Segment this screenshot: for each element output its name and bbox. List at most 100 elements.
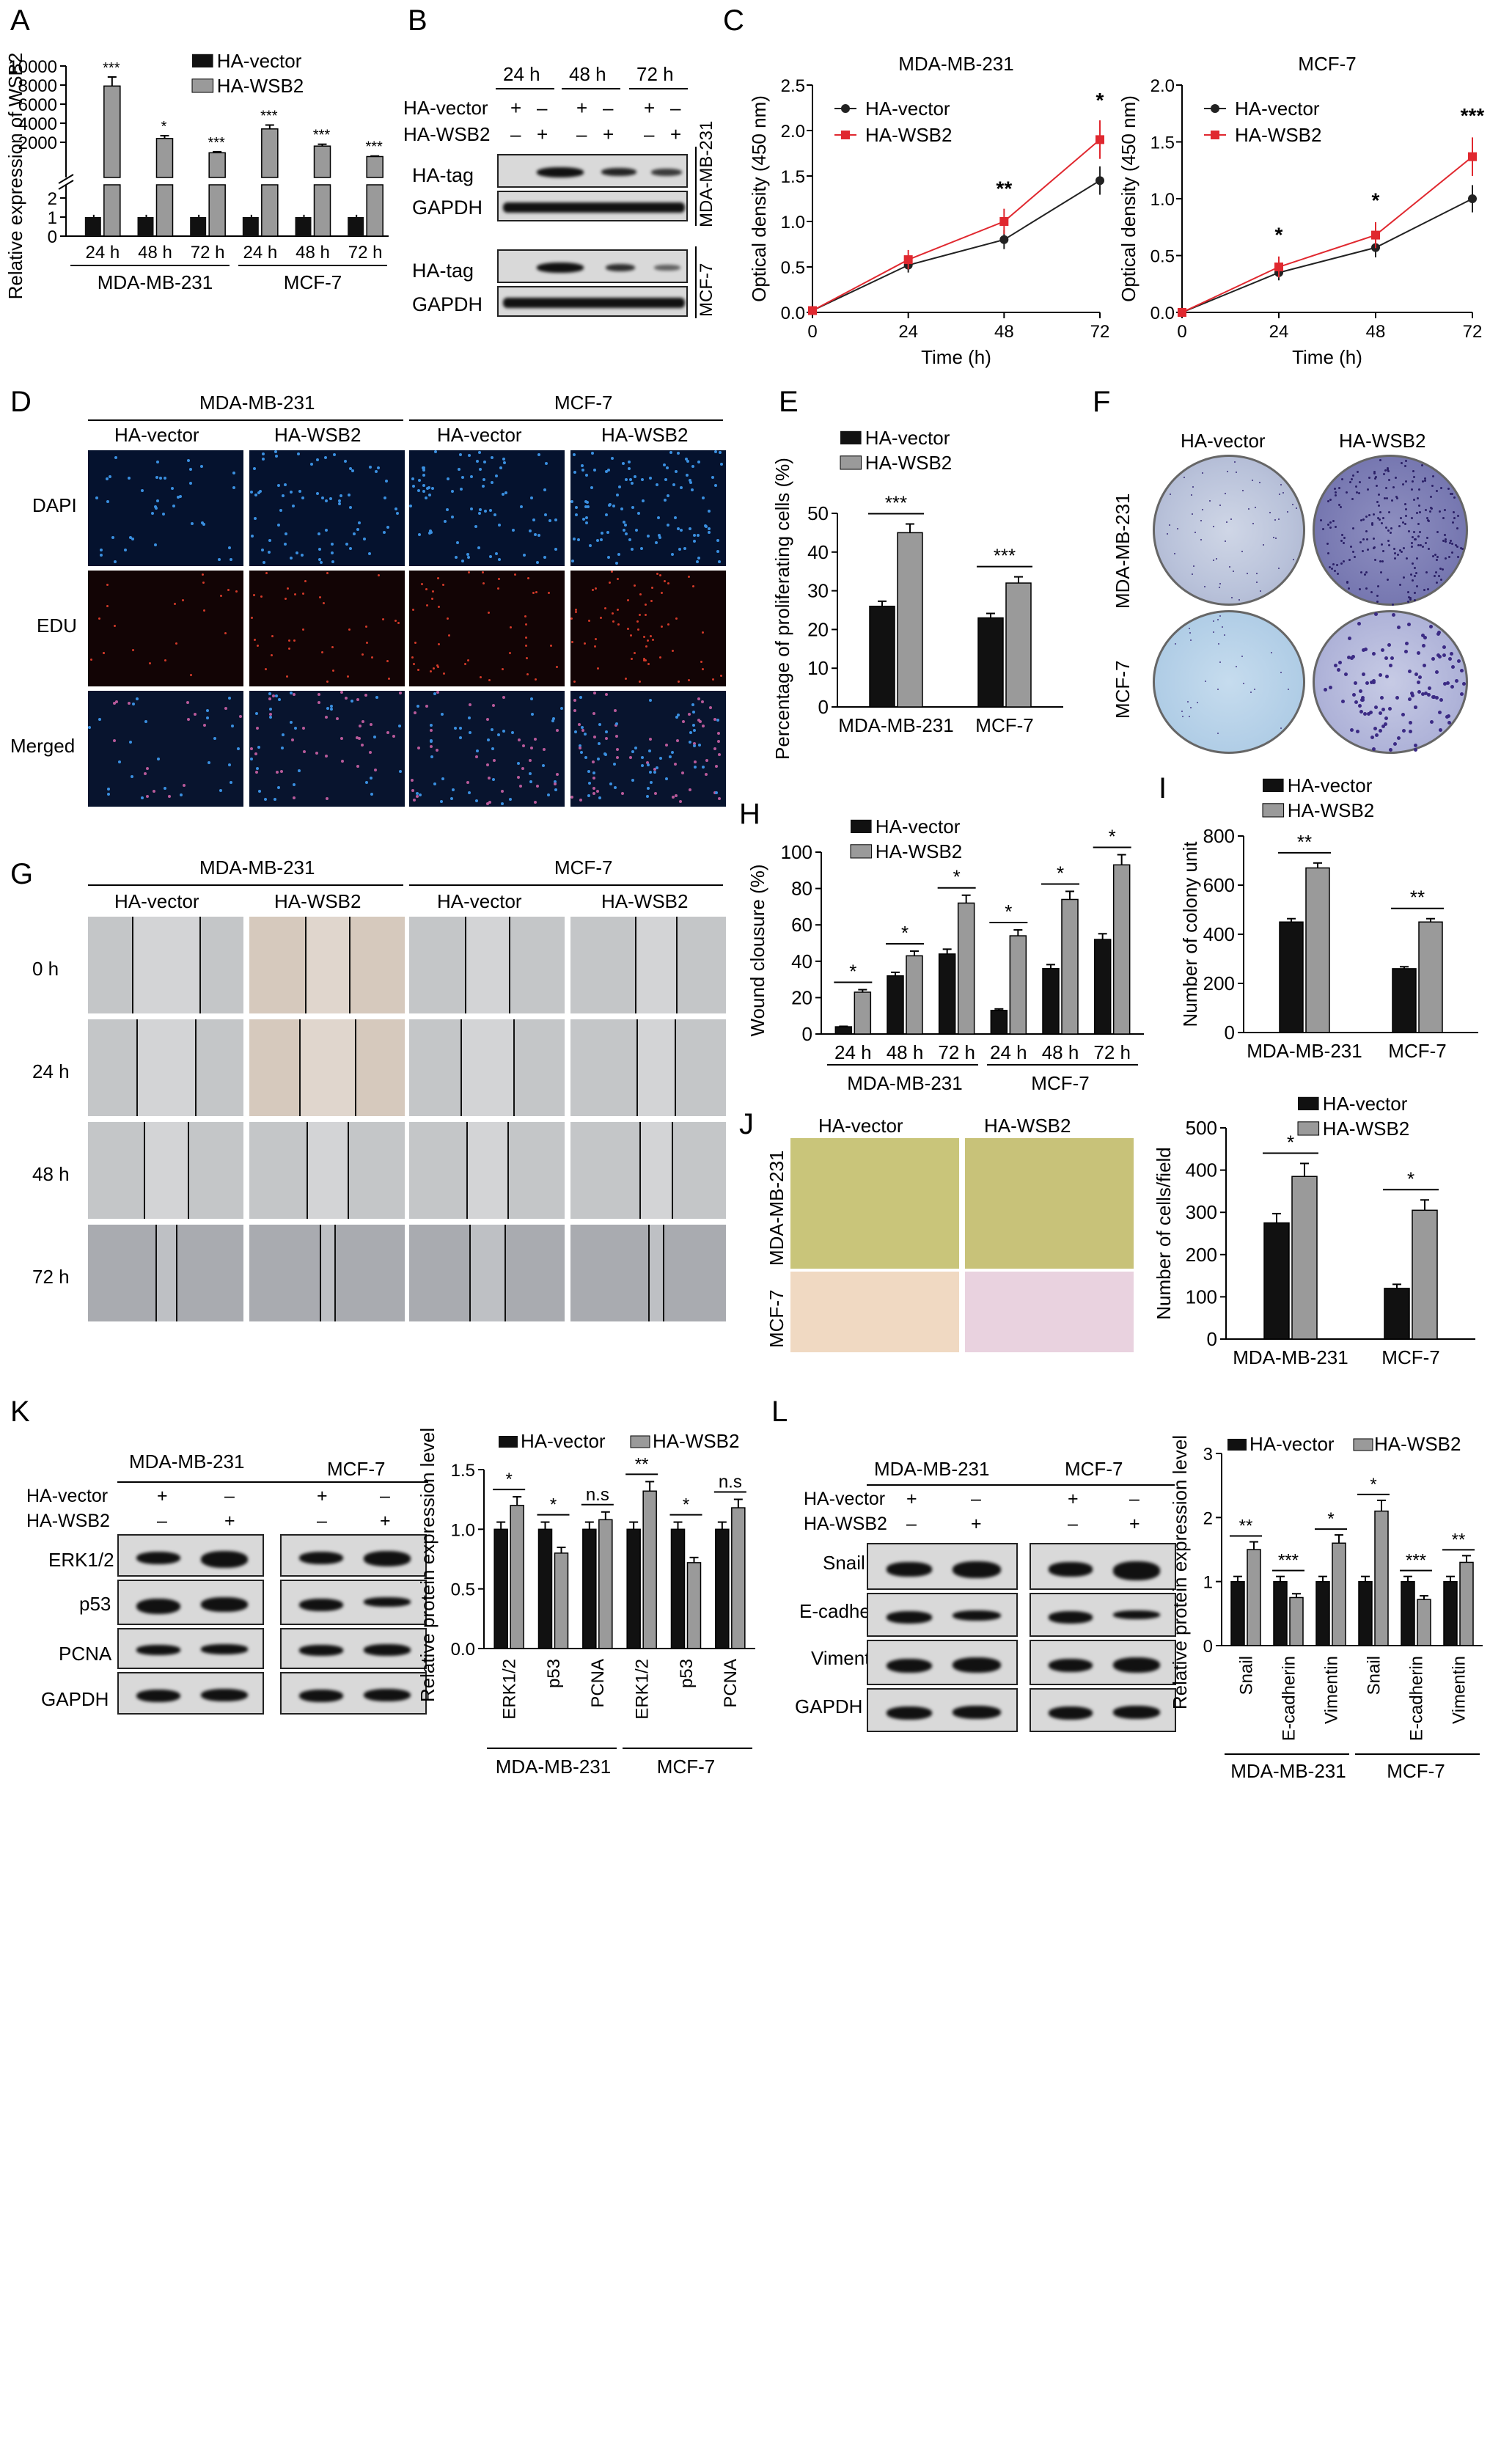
significance-star: **	[635, 1454, 649, 1474]
point-wsb2	[1274, 263, 1283, 271]
bar-vector	[1042, 967, 1060, 1035]
y-tick-label: 0	[802, 1023, 812, 1045]
series-line-vector	[1181, 198, 1473, 313]
legend-swatch-wsb2	[191, 78, 214, 93]
j-col-wsb2: HA-WSB2	[984, 1115, 1071, 1137]
y-tick-label: 100	[1186, 1286, 1217, 1308]
k-blot-erk: ERK1/2	[48, 1549, 114, 1571]
legend-marker-vector	[841, 104, 850, 113]
x-tick-label: 72 h	[1093, 1041, 1131, 1063]
b-sign-vector: –	[603, 97, 614, 119]
g-col-vector-2: HA-vector	[437, 890, 522, 912]
y-tick-label: 0	[818, 696, 829, 718]
bar-vector	[1392, 968, 1417, 1033]
bar-wsb2-upper	[366, 155, 383, 178]
j-row-mda: MDA-MB-231	[766, 1150, 788, 1266]
panel-letter-c: C	[723, 4, 744, 37]
legend-swatch-vector	[499, 1436, 518, 1448]
y-tick-label: 2.5	[781, 76, 805, 96]
point-vector	[1468, 194, 1477, 203]
panel-d-edu: MDA-MB-231 MCF-7 HA-vector HA-WSB2 HA-ve…	[0, 381, 777, 814]
point-vector	[999, 235, 1009, 244]
bar-vector	[887, 975, 904, 1035]
b-side-rule-mda	[695, 147, 697, 226]
y-tick-label: 200	[1203, 972, 1235, 994]
j-img-mcf-wsb2	[965, 1272, 1134, 1352]
panel-b-western: 24 h 48 h 72 h HA-vector HA-WSB2 + – + – + – –…	[396, 44, 719, 323]
k-blot-p53: p53	[79, 1593, 111, 1615]
k-blot-mda-pcna	[117, 1628, 264, 1669]
legend-label-wsb2: HA-WSB2	[876, 840, 962, 862]
x-tick-label: PCNA	[588, 1659, 608, 1708]
b-blot-label-hatag-1: HA-tag	[412, 164, 474, 186]
b-blot-label-hatag-2: HA-tag	[412, 260, 474, 282]
significance-star: n.s	[719, 1473, 742, 1492]
d-row-dapi: DAPI	[32, 494, 77, 516]
bar-wsb2	[1305, 867, 1330, 1033]
y-tick-label: 1.0	[451, 1520, 475, 1540]
y-tick-label: 20	[791, 986, 812, 1008]
f-row-mda: MDA-MB-231	[1112, 493, 1134, 609]
x-tick-label: E-cadherin	[1406, 1656, 1426, 1741]
x-tick-label: 72 h	[938, 1041, 975, 1063]
bar-wsb2-upper	[313, 145, 331, 178]
panel-g-wound: MDA-MB-231 MCF-7 HA-vector HA-WSB2 HA-ve…	[0, 851, 733, 1335]
d-col-vector-2: HA-vector	[437, 424, 522, 446]
bar-vector	[834, 1026, 853, 1035]
d-image-cell	[570, 571, 726, 686]
legend-label-wsb2: HA-WSB2	[653, 1430, 739, 1452]
d-image-cell	[570, 691, 726, 807]
y-tick-label: 0.5	[451, 1580, 475, 1600]
y-tick-label: 0	[1203, 1637, 1213, 1657]
d-image-cell	[88, 571, 243, 686]
x-tick-label: 48 h	[296, 243, 330, 263]
legend-swatch-vector	[192, 54, 213, 67]
x-tick-label: Vimentin	[1321, 1656, 1341, 1724]
axis-break	[58, 174, 74, 184]
significance-star: ***	[365, 139, 383, 155]
x-tick-label: Snail	[1364, 1656, 1384, 1695]
significance-star: ***	[994, 545, 1016, 567]
bar-vector	[1384, 1288, 1410, 1340]
panel-letter-k: K	[10, 1396, 30, 1428]
l-sign-vector: +	[1068, 1489, 1079, 1509]
legend-swatch-vector	[1263, 778, 1284, 792]
bar-wsb2	[1112, 864, 1131, 1035]
k-blot-mda-erk	[117, 1534, 264, 1577]
g-image-cell	[409, 917, 565, 1013]
k-blot-mcf-pcna	[280, 1628, 427, 1669]
y-tick-label: 1.0	[1150, 190, 1175, 210]
legend-swatch-vector	[1227, 1439, 1247, 1451]
k-sign-vector: –	[380, 1486, 390, 1506]
panel-h-chart: 0 20 40 60 80 100 * 24 h * 48 h * 72 h * 24 h * 48 h * 72…	[746, 815, 1144, 1094]
legend-label-vector: HA-vector	[217, 50, 302, 72]
g-col-wsb2-1: HA-WSB2	[274, 890, 362, 912]
panel-letter-b: B	[408, 4, 427, 37]
g-image-cell	[249, 1019, 405, 1116]
legend-label-wsb2: HA-WSB2	[1323, 1118, 1409, 1140]
bar-vector	[1093, 939, 1112, 1035]
y-tick-label: 8000	[18, 76, 57, 96]
y-axis-label: Wound clousure (%)	[746, 864, 768, 1036]
d-row-merged: Merged	[10, 735, 76, 757]
l-blot-gapdh: GAPDH	[795, 1695, 863, 1717]
legend-label-wsb2: HA-WSB2	[217, 75, 304, 97]
x-tick-label: MCF-7	[1388, 1040, 1446, 1062]
y-tick-label: 2	[1203, 1508, 1213, 1528]
k-blot-mcf-p53	[280, 1580, 427, 1625]
bar-wsb2	[1247, 1549, 1261, 1646]
point-wsb2	[1468, 152, 1477, 161]
x-tick-label: 24	[1269, 322, 1289, 342]
j-img-mda-wsb2	[965, 1138, 1134, 1269]
d-rule-mda	[88, 419, 403, 421]
g-row-24h: 24 h	[32, 1060, 70, 1082]
bar-wsb2-upper	[208, 152, 226, 178]
d-image-cell	[409, 691, 565, 807]
bar-wsb2	[906, 955, 923, 1035]
bar-vector	[137, 217, 154, 236]
bar-vector	[990, 1010, 1008, 1035]
g-col-wsb2-2: HA-WSB2	[601, 890, 689, 912]
x-tick-label: 72 h	[348, 243, 383, 263]
x-tick-label: MCF-7	[1381, 1346, 1439, 1368]
y-tick-label: 400	[1203, 923, 1235, 945]
